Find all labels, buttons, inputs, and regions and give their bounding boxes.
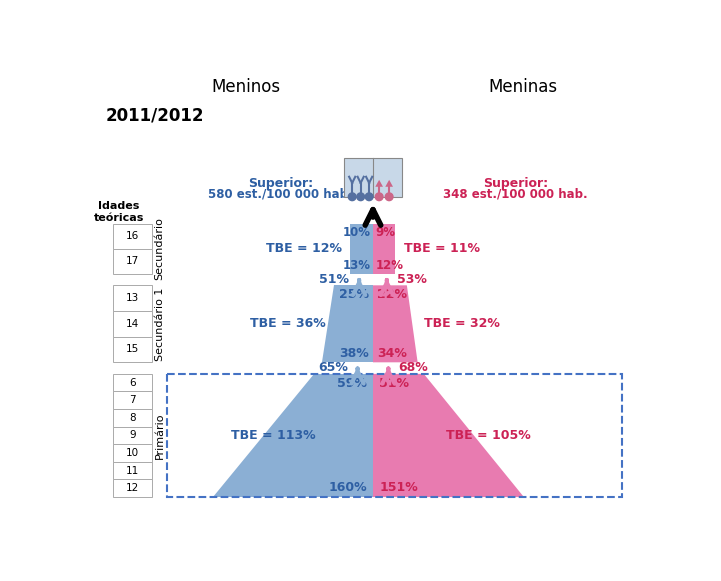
Text: 160%: 160%	[328, 481, 367, 494]
Text: 12: 12	[126, 483, 139, 493]
Polygon shape	[373, 285, 417, 363]
Text: 51%: 51%	[319, 272, 350, 286]
Text: TBE = 105%: TBE = 105%	[446, 429, 531, 442]
Polygon shape	[373, 374, 524, 497]
Bar	[167, 374, 622, 497]
Text: 151%: 151%	[379, 481, 418, 494]
Text: Secundário: Secundário	[155, 217, 164, 280]
Text: 2011/2012: 2011/2012	[106, 107, 204, 125]
Text: Primário: Primário	[155, 413, 164, 459]
Text: Secundário 1: Secundário 1	[155, 287, 164, 360]
Text: TBE = 36%: TBE = 36%	[250, 317, 326, 331]
Bar	[113, 224, 152, 249]
Circle shape	[385, 193, 393, 200]
Text: 580 est./100 000 hab.: 580 est./100 000 hab.	[208, 188, 353, 201]
Text: 51%: 51%	[379, 376, 409, 390]
Polygon shape	[385, 180, 393, 187]
Text: 25%: 25%	[339, 288, 369, 301]
Text: 6: 6	[130, 378, 136, 388]
Text: 13%: 13%	[342, 259, 371, 272]
Bar	[113, 392, 152, 409]
Text: 348 est./100 000 hab.: 348 est./100 000 hab.	[443, 188, 588, 201]
Text: TBE = 113%: TBE = 113%	[231, 429, 315, 442]
Text: TBE = 12%: TBE = 12%	[265, 242, 342, 255]
Bar	[113, 409, 152, 426]
Polygon shape	[213, 374, 373, 497]
Circle shape	[357, 193, 365, 200]
Text: 11: 11	[126, 465, 139, 476]
Bar	[113, 479, 152, 497]
Text: 38%: 38%	[340, 347, 369, 360]
Text: Meninas: Meninas	[489, 78, 557, 96]
Text: 10: 10	[126, 448, 139, 458]
Circle shape	[376, 193, 383, 200]
Bar	[113, 374, 152, 392]
Text: 65%: 65%	[318, 361, 348, 374]
Text: 9%: 9%	[376, 225, 395, 239]
Text: Meninos: Meninos	[211, 78, 280, 96]
Bar	[113, 426, 152, 444]
Circle shape	[366, 193, 373, 200]
Text: 16: 16	[126, 231, 139, 241]
Bar	[113, 311, 152, 336]
Bar	[113, 249, 152, 274]
Text: 9: 9	[130, 431, 136, 440]
Text: 22%: 22%	[377, 288, 407, 301]
Text: 12%: 12%	[376, 259, 403, 272]
Text: 17: 17	[126, 256, 139, 266]
Text: 59%: 59%	[337, 376, 367, 390]
Bar	[113, 336, 152, 363]
Text: 15: 15	[126, 345, 139, 354]
Text: 34%: 34%	[377, 347, 407, 360]
Text: 68%: 68%	[398, 361, 428, 374]
Text: 53%: 53%	[397, 272, 426, 286]
Text: TBE = 11%: TBE = 11%	[404, 242, 480, 255]
Text: 14: 14	[126, 319, 139, 329]
Text: Superior:: Superior:	[248, 177, 313, 190]
Text: 13: 13	[126, 293, 139, 303]
Bar	[373, 224, 394, 274]
Bar	[350, 224, 373, 274]
Text: Superior:: Superior:	[483, 177, 548, 190]
Bar	[113, 462, 152, 479]
Text: 8: 8	[130, 413, 136, 423]
Text: 10%: 10%	[342, 225, 371, 239]
Circle shape	[348, 193, 356, 200]
Polygon shape	[322, 285, 373, 363]
Text: TBE = 32%: TBE = 32%	[424, 317, 500, 331]
Bar	[345, 158, 402, 197]
Polygon shape	[376, 180, 383, 187]
Bar	[113, 444, 152, 462]
Bar	[113, 285, 152, 311]
Text: 7: 7	[130, 395, 136, 406]
Text: Idades
teóricas: Idades teóricas	[94, 202, 144, 223]
